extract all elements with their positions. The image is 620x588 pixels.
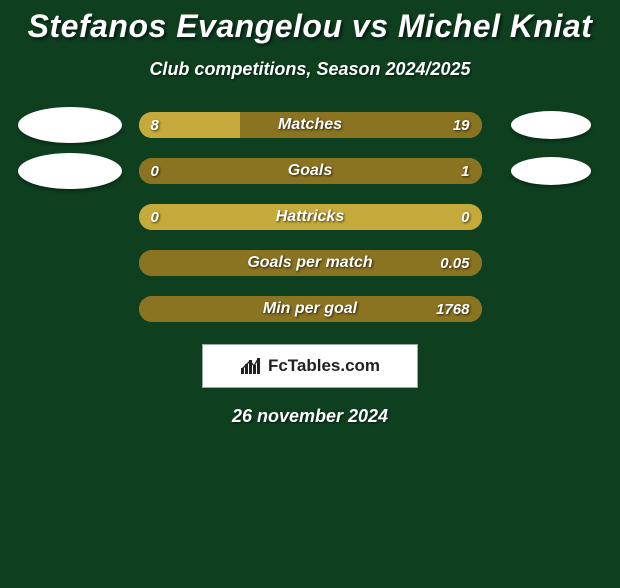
avatar-placeholder-icon bbox=[511, 157, 591, 185]
stat-value-right: 1 bbox=[461, 158, 469, 184]
stat-row: Goals per match0.05 bbox=[0, 250, 620, 276]
stat-value-left: 0 bbox=[151, 204, 159, 230]
stat-value-right: 1768 bbox=[436, 296, 469, 322]
avatar-slot-left bbox=[1, 107, 139, 143]
avatar-slot-left bbox=[1, 153, 139, 189]
bar-segment-right bbox=[139, 250, 482, 276]
stat-value-right: 0 bbox=[461, 204, 469, 230]
avatar-placeholder-icon bbox=[18, 153, 122, 189]
date-text: 26 november 2024 bbox=[0, 406, 620, 427]
page-title: Stefanos Evangelou vs Michel Kniat bbox=[0, 8, 620, 45]
stat-row: Min per goal1768 bbox=[0, 296, 620, 322]
stat-row: Matches819 bbox=[0, 112, 620, 138]
stat-bar: Min per goal1768 bbox=[139, 296, 482, 322]
chart-bars-icon bbox=[240, 356, 262, 376]
stat-bar: Hattricks00 bbox=[139, 204, 482, 230]
avatar-placeholder-icon bbox=[511, 111, 591, 139]
bar-segment-right bbox=[139, 158, 482, 184]
stat-value-left: 8 bbox=[151, 112, 159, 138]
logo-box: FcTables.com bbox=[202, 344, 418, 388]
avatar-slot-right bbox=[482, 157, 620, 185]
stat-bar: Matches819 bbox=[139, 112, 482, 138]
stat-bar: Goals per match0.05 bbox=[139, 250, 482, 276]
stat-bar: Goals01 bbox=[139, 158, 482, 184]
stats-container: Matches819Goals01Hattricks00Goals per ma… bbox=[0, 112, 620, 322]
avatar-placeholder-icon bbox=[18, 107, 122, 143]
bar-segment-left bbox=[139, 204, 482, 230]
stat-row: Goals01 bbox=[0, 158, 620, 184]
bar-segment-right bbox=[240, 112, 481, 138]
subtitle: Club competitions, Season 2024/2025 bbox=[0, 59, 620, 80]
stat-row: Hattricks00 bbox=[0, 204, 620, 230]
stat-value-right: 0.05 bbox=[440, 250, 469, 276]
logo-text: FcTables.com bbox=[268, 356, 380, 376]
bar-segment-right bbox=[139, 296, 482, 322]
stat-value-right: 19 bbox=[453, 112, 470, 138]
avatar-slot-right bbox=[482, 111, 620, 139]
stat-value-left: 0 bbox=[151, 158, 159, 184]
